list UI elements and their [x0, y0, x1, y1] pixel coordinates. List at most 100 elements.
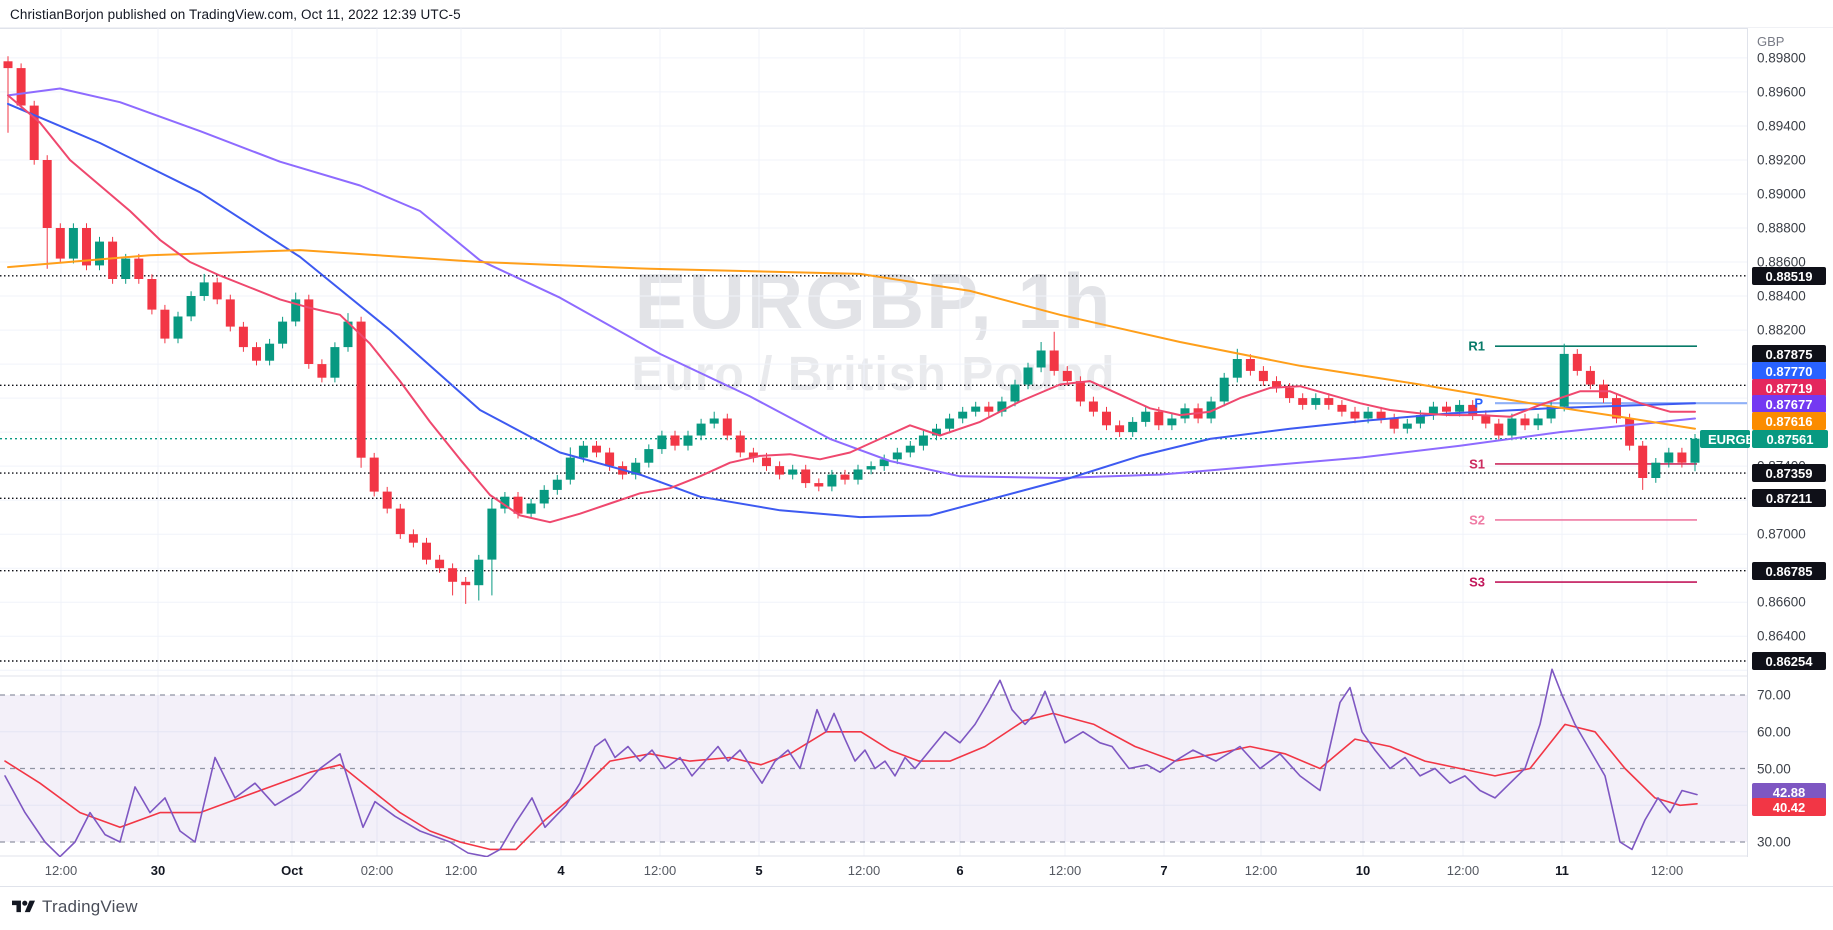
candle-body [1167, 418, 1177, 426]
candle-body [879, 459, 889, 467]
candle-body [317, 364, 327, 378]
price-axis-tick: 0.89200 [1757, 152, 1806, 168]
candle-body [1154, 411, 1164, 426]
price-axis[interactable]: GBP 0.89800 0.89600 0.89400 0.89200 0.89000 0… [1747, 28, 1833, 886]
candle-body [1559, 353, 1569, 407]
candle-body [552, 479, 562, 490]
candle-body [121, 258, 131, 279]
candle-body [1455, 404, 1465, 412]
time-axis-label: 12:00 [1650, 863, 1684, 878]
candle-body [330, 347, 340, 378]
candle-body [82, 228, 91, 266]
candle-body [1324, 398, 1334, 405]
candle-body [1311, 398, 1321, 405]
price-badge: 40.42 [1752, 798, 1826, 816]
candle-body [788, 469, 798, 475]
candle-body [827, 474, 837, 487]
candle-body [670, 435, 680, 446]
candle-body [1010, 384, 1020, 402]
price-axis-tick: 0.88200 [1757, 322, 1806, 338]
candle-body [1690, 438, 1700, 463]
candle-body [696, 423, 706, 436]
candle-body [814, 483, 824, 487]
candle-body [918, 435, 928, 446]
candle-body [1088, 401, 1098, 412]
ma-orange-line [7, 249, 1696, 430]
candle-body [1585, 370, 1595, 385]
candle-body [448, 568, 458, 582]
pivot-label-p: P [1474, 395, 1483, 411]
candle-body [1180, 408, 1190, 419]
time-axis-label: 12:00 [444, 863, 478, 878]
candle-body [265, 343, 275, 361]
candle-body [29, 105, 39, 160]
symbol-price-badge: 0.87561 [1752, 430, 1828, 448]
candle-body [278, 321, 288, 344]
candle-body [1677, 452, 1687, 463]
candle-body [853, 469, 863, 480]
candle-body [1128, 421, 1138, 433]
candle-body [1023, 367, 1033, 385]
candle-body [1115, 425, 1125, 433]
candle-body [565, 457, 575, 480]
time-axis-label: 7 [1160, 863, 1168, 878]
pivot-label-r1: R1 [1468, 338, 1485, 354]
candle-body [709, 418, 719, 424]
candle-body [762, 457, 771, 467]
candle-body [1075, 381, 1085, 402]
candle-body [997, 401, 1007, 412]
rsi-line [4, 668, 1698, 858]
candle-body [513, 496, 523, 514]
time-axis-label: Oct [281, 863, 303, 878]
candle-body [173, 316, 183, 339]
candle-body [592, 445, 601, 453]
candle-body [1337, 404, 1347, 412]
candle-body [1036, 350, 1046, 368]
time-axis-label: 12:00 [1446, 863, 1480, 878]
price-axis-tick: 0.88800 [1757, 220, 1806, 236]
candle-body [1520, 418, 1530, 426]
candle-body [408, 534, 418, 543]
price-badge: 0.87616 [1752, 412, 1826, 430]
candle-body [644, 449, 654, 463]
ma-violet-line [7, 87, 1696, 479]
tradingview-logo[interactable]: TradingView [12, 897, 138, 917]
candle-body [435, 559, 445, 569]
price-axis-tick: 0.89800 [1757, 50, 1806, 66]
time-axis-label: 10 [1355, 863, 1371, 878]
candle-body [539, 489, 549, 504]
price-axis-tick: 30.00 [1757, 834, 1791, 850]
candle-body [958, 411, 968, 419]
tradingview-wordmark: TradingView [42, 897, 138, 916]
price-axis-tick: 0.89400 [1757, 118, 1806, 134]
pivot-label-s3: S3 [1469, 574, 1485, 590]
time-axis-label: 30 [150, 863, 166, 878]
time-axis[interactable]: 12:00 30 Oct 02:00 12:00 4 12:00 5 12:00 6 12:00 7 1… [0, 857, 1833, 887]
price-badge: 0.86785 [1752, 562, 1826, 580]
candle-body [1507, 418, 1517, 436]
candle-body [395, 508, 405, 535]
price-axis-tick: 0.86600 [1757, 594, 1806, 610]
candle-body [1481, 415, 1491, 424]
candle-body [1285, 387, 1295, 399]
time-axis-label: 4 [557, 863, 565, 878]
price-badge: 0.87677 [1752, 395, 1826, 413]
candle-body [1533, 418, 1543, 426]
price-axis-tick: 0.86400 [1757, 628, 1806, 644]
ma-fast-red-line [7, 94, 1696, 524]
time-axis-label: 12:00 [847, 863, 881, 878]
candle-body [971, 406, 981, 412]
candle-body [1049, 350, 1059, 371]
candle-body [526, 503, 536, 514]
candle-body [1651, 462, 1661, 478]
price-badge: 0.87211 [1752, 489, 1826, 507]
candle-body [1442, 406, 1451, 412]
price-badge: 0.88519 [1752, 267, 1826, 285]
candle-body [304, 299, 314, 364]
candle-body [1206, 401, 1216, 419]
candle-body [212, 282, 222, 300]
candle-body [487, 508, 497, 560]
price-badge: 0.87875 [1752, 345, 1826, 363]
candle-body [1664, 452, 1674, 463]
